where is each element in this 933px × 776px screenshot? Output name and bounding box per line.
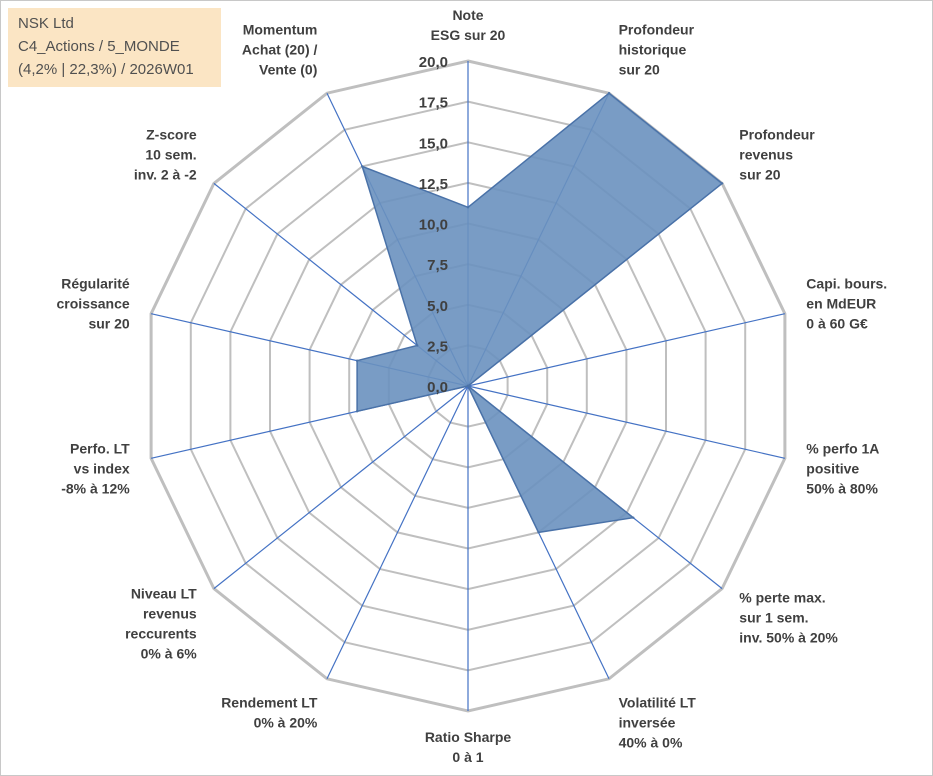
axis-spoke <box>467 385 786 459</box>
tick-label: 7,5 <box>427 257 448 274</box>
axis-label-line: Ratio Sharpe <box>425 729 512 745</box>
axis-label: Volatilité LT inversée 40% à 0% <box>619 695 697 751</box>
axis-label: Note ESG sur 20 <box>431 7 506 43</box>
data-point <box>537 531 540 534</box>
tick-label: 2,5 <box>427 338 448 355</box>
period-label: (4,2% | 22,3%) / 2026W01 <box>18 61 194 78</box>
data-point <box>466 206 470 209</box>
axis-label: % perfo 1A positive 50% à 80% <box>806 441 879 497</box>
axis-label-line: sur 1 sem. <box>739 609 808 625</box>
axis-label-line: Note <box>452 7 483 23</box>
data-point <box>466 384 470 388</box>
tick-label: 12,5 <box>419 176 448 193</box>
data-point <box>607 92 611 95</box>
axis-label-line: sur 20 <box>619 61 660 77</box>
axis-label-line: 0 à 1 <box>452 749 483 765</box>
axis-label-line: reccurents <box>125 626 197 642</box>
axis-label-line: Z-score <box>146 127 197 143</box>
data-point <box>720 182 724 185</box>
axis-labels: Note ESG sur 20 Profondeur historique sur 20… <box>57 7 888 765</box>
axis-label: Perfo. LT vs index -8% à 12% <box>61 441 130 497</box>
axis-label-line: % perte max. <box>739 589 825 605</box>
axis-label-line: revenus <box>143 606 197 622</box>
tick-label: 5,0 <box>427 298 448 315</box>
radar-series <box>355 92 724 534</box>
axis-label-line: -8% à 12% <box>61 481 130 497</box>
tick-label: 0,0 <box>427 379 448 396</box>
axis-label: Ratio Sharpe 0 à 1 <box>425 729 512 765</box>
axis-spoke <box>326 385 469 680</box>
axis-label: % perte max. sur 1 sem. inv. 50% à 20% <box>739 589 838 645</box>
axis-label-line: 0% à 6% <box>141 646 198 662</box>
tick-label: 15,0 <box>419 135 448 152</box>
axis-spoke <box>213 385 469 590</box>
axis-label-line: Volatilité LT <box>619 695 697 711</box>
data-point <box>355 410 359 413</box>
axis-label-line: 0 à 60 G€ <box>806 315 868 331</box>
axis-label: Profondeur revenus sur 20 <box>739 127 815 183</box>
data-point <box>632 516 635 519</box>
axis-label: Profondeur historique sur 20 <box>619 21 695 77</box>
axis-label-line: sur 20 <box>88 315 129 331</box>
portfolio-label: C4_Actions / 5_MONDE <box>18 38 180 55</box>
radial-tick-labels: 0,0 2,5 5,0 7,5 10,0 12,5 15,0 17,5 20,0 <box>419 54 448 396</box>
axis-label-line: 10 sem. <box>145 147 196 163</box>
axis-label-line: inv. 2 à -2 <box>134 167 197 183</box>
axis-label-line: en MdEUR <box>806 295 876 311</box>
axis-label-line: Rendement LT <box>221 695 318 711</box>
company-name: NSK Ltd <box>18 15 74 32</box>
info-box: NSK Ltd C4_Actions / 5_MONDE (4,2% | 22,… <box>8 8 221 87</box>
axis-label-line: vs index <box>74 461 130 477</box>
axis-label-line: Vente (0) <box>259 61 317 77</box>
axis-label: Régularité croissance sur 20 <box>57 275 130 331</box>
axis-label-line: Régularité <box>61 275 130 291</box>
axis-label-line: Achat (20) / <box>242 41 318 57</box>
data-point <box>361 165 364 168</box>
axis-label-line: 50% à 80% <box>806 481 878 497</box>
axis-label-line: Profondeur <box>619 21 695 37</box>
tick-label: 20,0 <box>419 54 448 71</box>
axis-label: Z-score 10 sem. inv. 2 à -2 <box>134 127 197 183</box>
tick-label: 10,0 <box>419 217 448 234</box>
axis-label-line: Perfo. LT <box>70 441 130 457</box>
axis-label-line: croissance <box>57 295 130 311</box>
axis-label-line: ESG sur 20 <box>431 27 506 43</box>
axis-label-line: sur 20 <box>739 167 780 183</box>
axis-label-line: Profondeur <box>739 127 815 143</box>
axis-label-line: % perfo 1A <box>806 441 879 457</box>
axis-label-line: positive <box>806 461 859 477</box>
series-area <box>356 92 724 534</box>
axis-label: Niveau LT revenus reccurents 0% à 6% <box>125 586 197 662</box>
axis-label-line: 40% à 0% <box>619 735 683 751</box>
data-point <box>416 344 419 347</box>
axis-label-line: Niveau LT <box>131 586 197 602</box>
axis-label-line: inversée <box>619 715 676 731</box>
data-point <box>355 359 359 362</box>
axis-label-line: 0% à 20% <box>254 715 318 731</box>
axis-label: Momentum Achat (20) / Vente (0) <box>242 21 318 77</box>
tick-label: 17,5 <box>419 95 448 112</box>
axis-spoke <box>467 313 786 387</box>
axis-label-line: Capi. bours. <box>806 275 887 291</box>
axis-label-line: Momentum <box>243 21 318 37</box>
axis-label: Capi. bours. en MdEUR 0 à 60 G€ <box>806 275 887 331</box>
axis-label-line: revenus <box>739 147 793 163</box>
axis-label: Rendement LT 0% à 20% <box>221 695 318 731</box>
axis-label-line: historique <box>619 41 687 57</box>
axis-label-line: inv. 50% à 20% <box>739 629 838 645</box>
